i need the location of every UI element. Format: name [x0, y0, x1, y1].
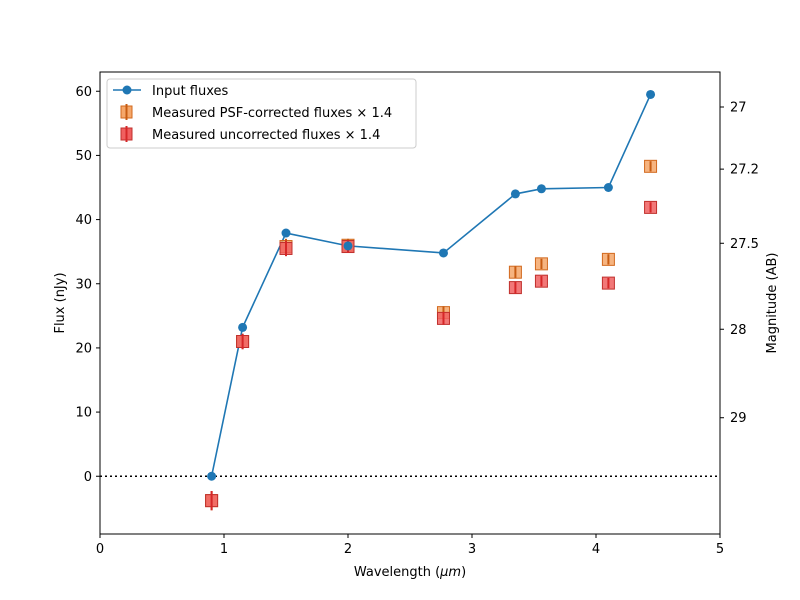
x-tick-label: 1: [220, 542, 228, 557]
legend-entry-corrected: Measured PSF-corrected fluxes × 1.4: [120, 104, 392, 121]
legend-label-uncorrected: Measured uncorrected fluxes × 1.4: [152, 128, 380, 143]
input-flux-marker: [238, 322, 248, 332]
legend-circle-icon: [122, 85, 132, 95]
y-tick-label: 40: [75, 213, 92, 228]
input-flux-marker: [438, 248, 448, 258]
y-tick-label: 50: [75, 149, 92, 164]
y-tick-label: 10: [75, 406, 92, 421]
legend-label-input: Input fluxes: [152, 84, 229, 99]
input-flux-marker: [281, 228, 291, 238]
input-flux-marker: [603, 183, 613, 192]
right-tick-label: 27.5: [730, 237, 759, 252]
right-tick-label: 27.2: [730, 163, 759, 178]
right-axis-label: Magnitude (AB): [765, 253, 780, 354]
input-flux-marker: [646, 89, 656, 99]
x-tick-label: 2: [344, 542, 352, 557]
x-tick-label: 3: [468, 542, 476, 557]
legend-box: [106, 78, 417, 149]
legend-label-corrected: Measured PSF-corrected fluxes × 1.4: [152, 106, 392, 121]
series-layer: [205, 89, 658, 511]
right-tick-label: 29: [730, 411, 747, 426]
x-tick-label: 0: [96, 542, 104, 557]
input-flux-marker: [510, 189, 520, 199]
x-tick-label: 5: [716, 542, 724, 557]
axes-frame: [99, 71, 721, 535]
x-axis-label-unit: μm: [439, 565, 461, 580]
right-axis-ticks: 27 27.2 27.5 28 29: [720, 101, 759, 426]
x-tick-label: 4: [592, 542, 600, 557]
y-axis-ticks: 0 10 20 30 40 50 60: [75, 85, 100, 485]
legend-entry-input: Input fluxes: [113, 84, 229, 99]
y-tick-label: 60: [75, 85, 92, 100]
input-flux-marker: [343, 241, 353, 251]
legend-entry-uncorrected: Measured uncorrected fluxes × 1.4: [120, 126, 380, 143]
y-axis-label: Flux (nJy): [53, 272, 68, 333]
y-tick-label: 30: [75, 277, 92, 292]
x-axis-label: Wavelength (μm): [354, 565, 466, 580]
legend: Input fluxes Measured PSF-corrected flux…: [106, 78, 417, 149]
y-tick-label: 20: [75, 341, 92, 356]
right-tick-label: 28: [730, 323, 747, 338]
x-axis-ticks: 0 1 2 3 4 5: [96, 534, 724, 557]
right-tick-label: 27: [730, 101, 747, 116]
input-flux-marker: [536, 184, 546, 194]
input-flux-marker: [207, 471, 217, 481]
y-tick-label: 0: [84, 470, 92, 485]
